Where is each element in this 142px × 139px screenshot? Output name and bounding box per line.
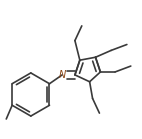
Text: N: N: [59, 70, 66, 80]
